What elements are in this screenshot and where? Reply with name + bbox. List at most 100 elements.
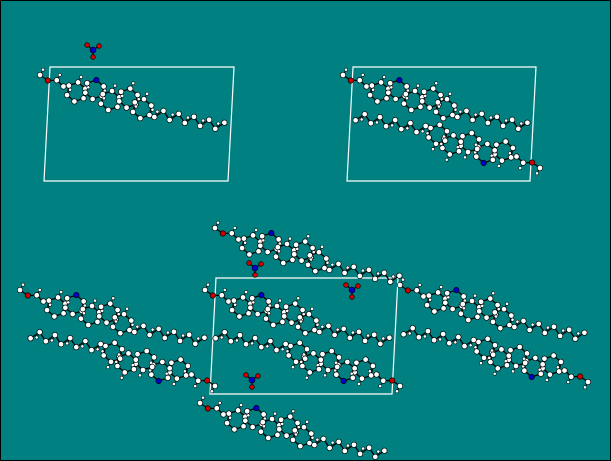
atom — [480, 159, 487, 167]
hydrogen-atom — [265, 344, 270, 349]
atom — [498, 157, 505, 164]
atom — [315, 366, 322, 373]
atom — [366, 444, 373, 451]
atom — [348, 286, 356, 294]
atom — [36, 329, 43, 336]
atom — [58, 341, 65, 348]
atom — [535, 320, 542, 327]
hydrogen-atom — [106, 365, 110, 369]
atom — [186, 331, 193, 338]
atom — [516, 343, 523, 351]
atom — [75, 79, 82, 86]
atom — [262, 315, 270, 322]
atom — [350, 263, 357, 270]
atom — [546, 371, 553, 378]
atom — [557, 332, 564, 339]
atom — [413, 287, 420, 294]
atom — [99, 91, 106, 98]
atom — [315, 249, 323, 256]
atom — [490, 351, 497, 358]
hydrogen-atom — [345, 265, 350, 270]
atom — [476, 308, 483, 315]
hydrogen-atom — [232, 226, 237, 230]
atom — [493, 113, 500, 120]
atom — [350, 441, 357, 448]
atom — [302, 355, 309, 362]
atom — [408, 106, 415, 114]
atom — [561, 367, 568, 374]
atom — [255, 248, 262, 255]
atom — [297, 443, 304, 450]
atom — [219, 230, 226, 237]
hydrogen-atom — [80, 344, 85, 349]
hydrogen-atom — [515, 319, 520, 324]
atom — [236, 332, 243, 339]
atom — [170, 328, 177, 335]
atom — [117, 330, 124, 337]
atom — [292, 300, 299, 307]
atom — [320, 435, 327, 442]
atom — [392, 96, 399, 103]
atom — [424, 302, 431, 309]
atom — [196, 399, 204, 407]
atom — [523, 350, 531, 357]
atom — [268, 229, 275, 237]
hydrogen-atom — [216, 220, 220, 225]
atom — [53, 77, 60, 84]
atom — [251, 264, 259, 272]
atom — [221, 329, 228, 336]
hydrogen-atom — [193, 384, 198, 388]
hydrogen-atom — [217, 401, 222, 405]
hydrogen-atom — [375, 120, 379, 125]
atom — [367, 92, 374, 99]
hydrogen-atom — [407, 331, 412, 336]
atom — [273, 302, 281, 310]
atom — [296, 339, 303, 346]
atom — [491, 309, 498, 316]
atom — [27, 335, 34, 342]
atom — [230, 297, 237, 304]
atom — [143, 347, 150, 355]
atom — [252, 272, 258, 278]
atom — [335, 354, 343, 361]
hydrogen-atom — [545, 378, 549, 382]
hydrogen-atom — [37, 288, 42, 292]
atom — [16, 286, 24, 294]
hydrogen-atom — [93, 298, 97, 303]
atom — [246, 260, 252, 266]
atom — [155, 325, 162, 332]
atom — [368, 82, 375, 89]
atom — [44, 307, 51, 314]
atom — [473, 153, 480, 160]
atom — [500, 122, 507, 129]
atom — [417, 103, 424, 110]
hydrogen-atom — [479, 361, 483, 365]
atom — [228, 230, 235, 237]
atom — [282, 340, 289, 348]
atom — [146, 331, 153, 339]
atom — [557, 358, 564, 365]
atom — [539, 361, 546, 368]
molecule — [211, 220, 403, 285]
atom — [469, 116, 476, 124]
atom — [150, 354, 158, 361]
hydrogen-atom — [41, 67, 45, 72]
atom — [127, 85, 134, 92]
atom — [494, 301, 501, 309]
atom — [33, 292, 40, 299]
atom — [264, 306, 271, 313]
atom — [139, 366, 147, 374]
atom — [374, 98, 381, 105]
atom — [528, 373, 535, 381]
atom — [457, 310, 465, 317]
atom — [313, 317, 320, 324]
atom — [373, 371, 380, 378]
atom — [206, 116, 213, 123]
hydrogen-atom — [166, 330, 170, 335]
atom — [439, 144, 446, 152]
atom — [90, 54, 96, 60]
atom — [137, 115, 144, 122]
hydrogen-atom — [391, 274, 396, 279]
atom — [97, 100, 105, 107]
atom — [524, 119, 531, 126]
